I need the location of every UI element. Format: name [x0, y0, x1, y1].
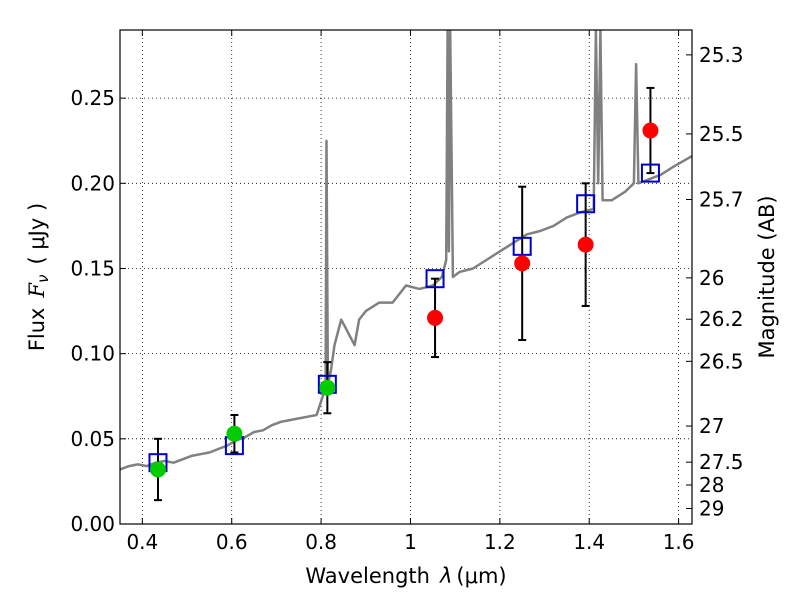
x-tick-label: 1.2: [484, 530, 516, 554]
y-tick-label: 0.25: [70, 86, 115, 110]
magnitude-tick-label: 27: [699, 414, 724, 438]
x-tick-label: 0.4: [126, 530, 158, 554]
spectrum-line-group: [120, 30, 692, 471]
y-axis-label: FluxFν( μJy ): [25, 203, 52, 351]
x-tick-label: 1.6: [663, 530, 695, 554]
magnitude-tick-label: 25.5: [699, 122, 744, 146]
magnitude-tick-label: 28: [699, 473, 724, 497]
y-tick-label: 0.05: [70, 427, 115, 451]
observed-point: [642, 122, 659, 139]
y-tick-label: 0.10: [70, 342, 115, 366]
observed-point: [427, 309, 444, 326]
magnitude-tick-label: 25.3: [699, 43, 744, 67]
observed-point: [319, 379, 336, 396]
model-square-marker: [425, 269, 445, 289]
observed-point: [577, 236, 594, 253]
x-axis-label: Wavelength λ (μm): [305, 564, 506, 588]
magnitude-tick-label: 29: [699, 496, 724, 520]
x-tick-label: 0.6: [216, 530, 248, 554]
y-tick-label: 0.20: [70, 171, 115, 195]
magnitude-tick-label: 26.5: [699, 349, 744, 373]
model-square-marker: [512, 236, 532, 256]
axis-ticks: 0.4 0.6 0.8 1 1.2 1.4 1.6 0.00 0.05 0.10 0.15 0.20 0…: [70, 30, 744, 554]
x-tick-label: 1: [404, 530, 417, 554]
magnitude-tick-label: 25.7: [699, 187, 744, 211]
x-tick-label: 0.8: [305, 530, 337, 554]
magnitude-tick-label: 26.2: [699, 307, 744, 331]
spectrum-line: [120, 30, 692, 471]
model-square-marker: [640, 163, 660, 183]
y-tick-label: 0.15: [70, 256, 115, 280]
magnitude-axis-label: Magnitude (AB): [755, 195, 779, 358]
model-square-marker: [576, 194, 596, 214]
magnitude-tick-label: 26: [699, 266, 724, 290]
magnitude-tick-label: 27.5: [699, 450, 744, 474]
observed-point: [514, 255, 531, 272]
data-points-group: [148, 86, 660, 502]
x-tick-label: 1.4: [573, 530, 605, 554]
observed-point: [149, 461, 166, 478]
y-tick-label: 0.00: [70, 512, 115, 536]
plot-frame: [119, 29, 693, 525]
observed-point: [226, 425, 243, 442]
